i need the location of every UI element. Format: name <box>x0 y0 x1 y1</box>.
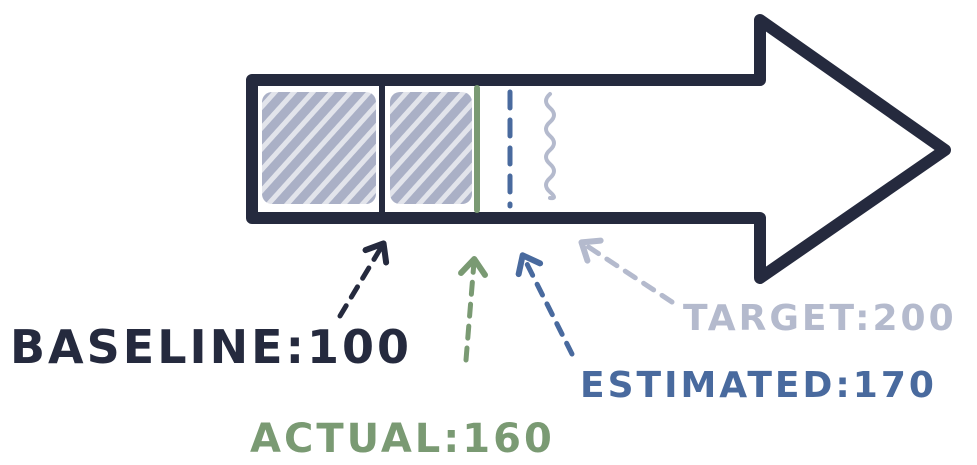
baseline-label: BASELINE:100 <box>10 320 412 374</box>
progress-arrow-outline <box>246 14 951 284</box>
target-marker <box>544 92 556 201</box>
baseline-fill <box>262 92 376 204</box>
baseline-callout-arrow <box>337 240 390 319</box>
target-callout-arrow <box>578 237 675 305</box>
actual-callout-arrow <box>458 256 488 363</box>
estimated-callout-arrow <box>515 252 575 357</box>
estimated-label: ESTIMATED:170 <box>580 365 937 406</box>
target-label: TARGET:200 <box>683 298 957 339</box>
actual-fill <box>390 92 472 204</box>
actual-label: ACTUAL:160 <box>250 416 555 462</box>
